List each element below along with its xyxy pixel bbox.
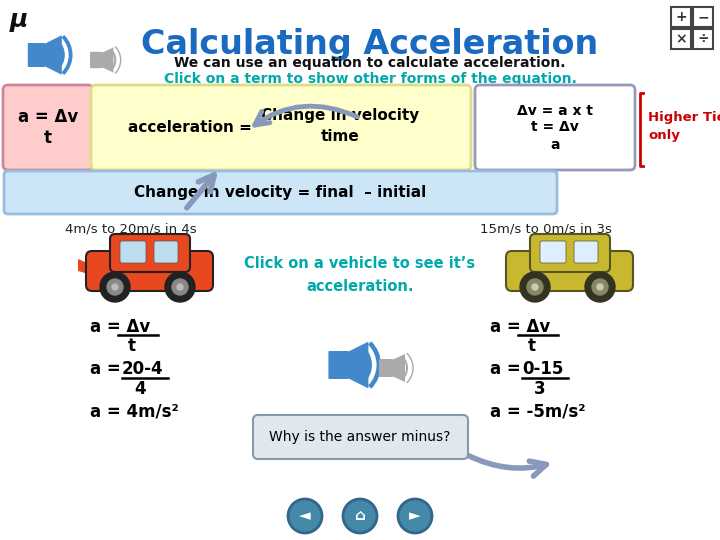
Circle shape — [343, 499, 377, 533]
Circle shape — [585, 272, 615, 302]
Circle shape — [172, 279, 188, 295]
FancyBboxPatch shape — [110, 234, 190, 272]
Text: −: − — [697, 10, 708, 24]
Text: ◄: ◄ — [299, 509, 311, 523]
FancyBboxPatch shape — [3, 85, 93, 170]
Text: t: t — [528, 337, 536, 355]
Text: t: t — [128, 337, 136, 355]
Polygon shape — [102, 48, 114, 72]
FancyBboxPatch shape — [506, 251, 633, 291]
FancyBboxPatch shape — [120, 241, 146, 263]
FancyBboxPatch shape — [693, 7, 713, 27]
Polygon shape — [348, 342, 369, 388]
Text: We can use an equation to calculate acceleration.: We can use an equation to calculate acce… — [174, 56, 566, 70]
Text: t = Δv: t = Δv — [531, 120, 579, 134]
Text: Calculating Acceleration: Calculating Acceleration — [141, 28, 598, 61]
FancyBboxPatch shape — [379, 359, 393, 377]
Circle shape — [592, 279, 608, 295]
FancyBboxPatch shape — [91, 85, 471, 170]
Circle shape — [177, 284, 183, 290]
Circle shape — [398, 499, 432, 533]
FancyBboxPatch shape — [693, 29, 713, 49]
Text: a =: a = — [90, 360, 127, 378]
FancyBboxPatch shape — [671, 7, 691, 27]
FancyBboxPatch shape — [4, 171, 557, 214]
Text: 0-15: 0-15 — [522, 360, 563, 378]
Text: 4m/s to 20m/s in 4s: 4m/s to 20m/s in 4s — [65, 222, 197, 235]
Text: only: only — [648, 129, 680, 141]
Text: a =: a = — [490, 360, 526, 378]
FancyBboxPatch shape — [540, 241, 566, 263]
Circle shape — [597, 284, 603, 290]
Text: time: time — [320, 129, 359, 144]
Text: 15m/s to 0m/s in 3s: 15m/s to 0m/s in 3s — [480, 222, 612, 235]
Text: Change in velocity: Change in velocity — [261, 108, 419, 123]
Circle shape — [112, 284, 118, 290]
FancyBboxPatch shape — [154, 241, 178, 263]
Circle shape — [100, 272, 130, 302]
Text: Change in velocity = final  – initial: Change in velocity = final – initial — [134, 185, 426, 199]
Text: a = Δv: a = Δv — [490, 318, 550, 336]
Text: Why is the answer minus?: Why is the answer minus? — [269, 430, 451, 444]
FancyBboxPatch shape — [90, 52, 103, 68]
FancyBboxPatch shape — [253, 415, 468, 459]
Circle shape — [527, 279, 543, 295]
Text: a = -5m/s²: a = -5m/s² — [490, 402, 585, 420]
Text: Higher Tier: Higher Tier — [648, 111, 720, 125]
FancyBboxPatch shape — [328, 351, 348, 379]
Circle shape — [165, 272, 195, 302]
FancyBboxPatch shape — [574, 241, 598, 263]
Polygon shape — [392, 354, 405, 382]
Text: t: t — [44, 129, 52, 147]
Text: ×: × — [675, 32, 687, 46]
Polygon shape — [44, 35, 62, 75]
FancyBboxPatch shape — [28, 43, 45, 67]
Text: 3: 3 — [534, 380, 546, 398]
Text: a = Δv: a = Δv — [90, 318, 150, 336]
Circle shape — [520, 272, 550, 302]
Text: 4: 4 — [134, 380, 145, 398]
FancyBboxPatch shape — [530, 234, 610, 272]
Text: 20-4: 20-4 — [122, 360, 163, 378]
Text: ⌂: ⌂ — [354, 509, 366, 523]
Text: Click on a vehicle to see it’s
acceleration.: Click on a vehicle to see it’s accelerat… — [244, 256, 476, 294]
Text: a: a — [550, 138, 559, 152]
Text: Δv = a x t: Δv = a x t — [517, 104, 593, 118]
Text: +: + — [675, 10, 687, 24]
Circle shape — [107, 279, 123, 295]
FancyBboxPatch shape — [475, 85, 635, 170]
Text: a = Δv: a = Δv — [18, 108, 78, 126]
Text: acceleration =: acceleration = — [128, 120, 257, 136]
Polygon shape — [78, 259, 92, 275]
Text: a = 4m/s²: a = 4m/s² — [90, 402, 179, 420]
Circle shape — [532, 284, 538, 290]
Text: μ: μ — [10, 8, 28, 32]
Text: Click on a term to show other forms of the equation.: Click on a term to show other forms of t… — [163, 72, 577, 86]
Text: ÷: ÷ — [697, 32, 708, 46]
Circle shape — [288, 499, 322, 533]
Text: ►: ► — [409, 509, 421, 523]
FancyBboxPatch shape — [86, 251, 213, 291]
FancyBboxPatch shape — [671, 29, 691, 49]
